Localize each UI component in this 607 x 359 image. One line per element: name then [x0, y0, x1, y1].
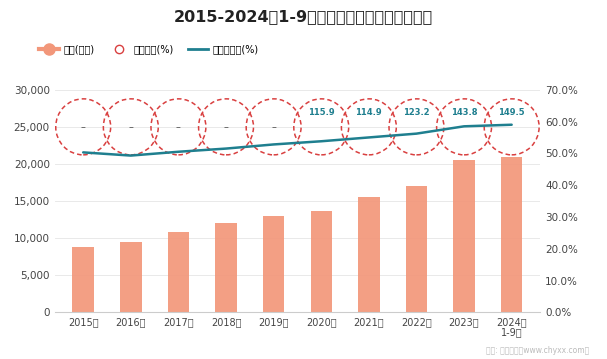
Bar — [72, 247, 94, 312]
Text: 制图: 智研咨询（www.chyxx.com）: 制图: 智研咨询（www.chyxx.com） — [486, 346, 589, 355]
Text: 114.9: 114.9 — [356, 108, 382, 117]
Bar — [501, 157, 523, 312]
Text: 2015-2024年1-9月江西省工业企业负债统计图: 2015-2024年1-9月江西省工业企业负债统计图 — [174, 9, 433, 24]
Text: –: – — [223, 122, 228, 132]
Text: –: – — [128, 122, 134, 132]
Bar — [311, 211, 332, 312]
Bar — [168, 232, 189, 312]
Bar — [453, 160, 475, 312]
Text: –: – — [176, 122, 181, 132]
Bar — [358, 197, 379, 312]
Bar — [263, 216, 284, 312]
Text: –: – — [81, 122, 86, 132]
Text: 149.5: 149.5 — [498, 108, 525, 117]
Bar — [215, 223, 237, 312]
Legend: 负债(亿元), 产权比率(%), 资产负债率(%): 负债(亿元), 产权比率(%), 资产负债率(%) — [35, 41, 263, 59]
Text: 115.9: 115.9 — [308, 108, 334, 117]
Text: 143.8: 143.8 — [451, 108, 477, 117]
Bar — [405, 186, 427, 312]
Text: –: – — [271, 122, 276, 132]
Bar — [120, 242, 141, 312]
Text: 123.2: 123.2 — [403, 108, 430, 117]
